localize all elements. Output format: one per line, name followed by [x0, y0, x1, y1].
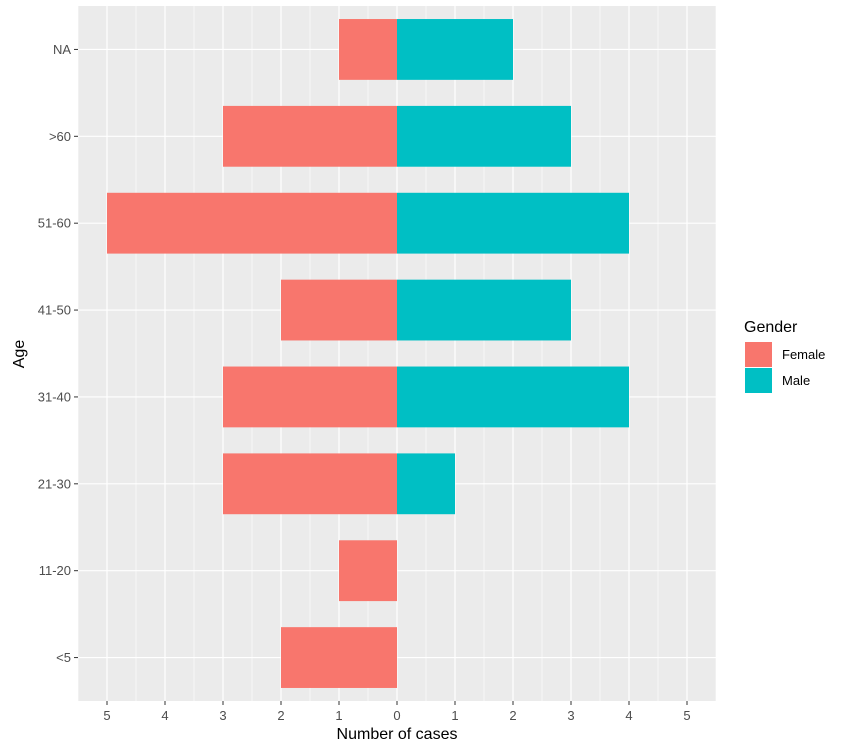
- legend-label-male: Male: [782, 373, 810, 388]
- bar-male-21-30: [397, 453, 455, 515]
- bar-male-41-50: [397, 279, 571, 341]
- legend-key-female: [745, 342, 772, 367]
- y-tick-label: 31-40: [38, 389, 71, 404]
- y-axis-title: Age: [11, 340, 28, 369]
- bar-female->60: [223, 105, 397, 167]
- bar-female-21-30: [223, 453, 397, 515]
- bar-male->60: [397, 105, 571, 167]
- y-tick-label: 21-30: [38, 476, 71, 491]
- y-axis: <5 11-20 21-30 31-40 41-50 51-60 >60 NA: [38, 42, 78, 665]
- x-tick-label: 0: [393, 708, 400, 723]
- bar-male-31-40: [397, 366, 629, 428]
- x-tick-label: 1: [335, 708, 342, 723]
- bar-female-41-50: [281, 279, 397, 341]
- bar-female-11-20: [339, 540, 397, 602]
- bar-female-51-60: [107, 192, 397, 254]
- bar-male-51-60: [397, 192, 629, 254]
- bar-female-NA: [339, 19, 397, 80]
- bar-male-NA: [397, 19, 513, 80]
- x-tick-label: 3: [567, 708, 574, 723]
- x-tick-label: 4: [625, 708, 632, 723]
- x-tick-label: 2: [277, 708, 284, 723]
- x-tick-label: 1: [451, 708, 458, 723]
- x-tick-label: 5: [683, 708, 690, 723]
- x-axis: 5 4 3 2 1 0 1 2 3 4 5: [103, 701, 691, 723]
- legend-label-female: Female: [782, 347, 825, 362]
- bar-female-<5: [281, 627, 397, 688]
- legend: Gender Female Male: [744, 319, 825, 393]
- legend-key-male: [745, 368, 772, 393]
- y-tick-label: NA: [53, 42, 71, 57]
- y-tick-label: >60: [49, 129, 71, 144]
- y-tick-label: 51-60: [38, 216, 71, 231]
- x-tick-label: 2: [509, 708, 516, 723]
- bar-female-31-40: [223, 366, 397, 428]
- y-tick-label: 41-50: [38, 303, 71, 318]
- bars: [107, 19, 629, 688]
- y-tick-label: 11-20: [39, 563, 71, 578]
- x-tick-label: 3: [219, 708, 226, 723]
- x-tick-label: 5: [103, 708, 110, 723]
- x-tick-label: 4: [161, 708, 168, 723]
- x-axis-title: Number of cases: [337, 726, 458, 743]
- y-tick-label: <5: [56, 650, 71, 665]
- legend-title: Gender: [744, 319, 798, 336]
